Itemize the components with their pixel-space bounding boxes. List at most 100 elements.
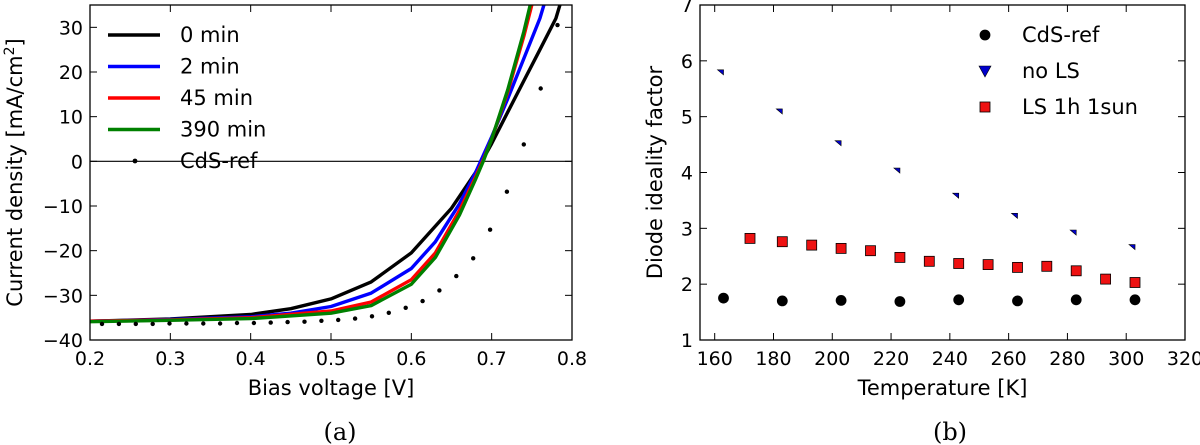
- point-ls-1h-1sun: [953, 258, 965, 269]
- x-tick-label: 0.2: [75, 348, 105, 370]
- legend-label: 0 min: [180, 23, 240, 47]
- x-axis-label: Bias voltage [V]: [248, 376, 415, 400]
- x-tick-label: 300: [1108, 348, 1144, 370]
- point-ls-1h-1sun: [744, 232, 756, 244]
- point-no-ls: [775, 108, 783, 115]
- panel-caption: (a): [323, 418, 356, 445]
- point-ls-1h-1sun: [776, 236, 788, 248]
- panel-caption: (b): [933, 418, 967, 445]
- plot-frame: [699, 4, 1186, 341]
- x-tick-label: 160: [697, 348, 733, 370]
- point-ls-1h-1sun: [865, 245, 876, 257]
- cds-ref-point: [184, 321, 189, 326]
- cds-ref-point: [555, 22, 560, 28]
- point-cds-ref: [835, 294, 847, 306]
- legend-label: 45 min: [180, 86, 253, 110]
- legend-label: 390 min: [180, 118, 266, 142]
- y-tick-label: 0: [71, 151, 83, 173]
- y-tick-label: 2: [681, 274, 693, 296]
- x-tick-label: 320: [1167, 348, 1200, 370]
- x-tick-label: 220: [873, 348, 909, 370]
- point-ls-1h-1sun: [1070, 265, 1082, 277]
- point-ls-1h-1sun: [835, 242, 847, 254]
- y-axis-label: Current density [mA/cm2]: [2, 38, 27, 306]
- cds-ref-point: [437, 288, 442, 293]
- plot-frame: [89, 4, 573, 341]
- point-cds-ref: [894, 296, 906, 307]
- y-tick-label: −40: [43, 330, 83, 352]
- point-no-ls: [951, 192, 960, 199]
- cds-ref-point: [420, 298, 425, 304]
- point-ls-1h-1sun: [1100, 273, 1111, 285]
- x-tick-label: 180: [755, 348, 791, 370]
- point-ls-1h-1sun: [923, 255, 935, 267]
- series-line-390-min: [90, 5, 532, 324]
- x-tick-label: 0.5: [316, 348, 346, 370]
- y-tick-label: 3: [681, 218, 693, 240]
- y-tick-label: −20: [43, 241, 83, 263]
- cds-ref-point: [336, 317, 341, 323]
- x-tick-label: 0.6: [396, 348, 426, 370]
- cds-ref-point: [403, 305, 408, 310]
- point-no-ls: [716, 69, 724, 76]
- point-cds-ref: [1012, 295, 1023, 307]
- y-tick-label: 10: [59, 107, 83, 129]
- legend-label: LS 1h 1sun: [1022, 95, 1138, 119]
- x-tick-label: 0.4: [236, 348, 266, 370]
- point-ls-1h-1sun: [1129, 277, 1141, 288]
- cds-ref-point: [319, 318, 324, 323]
- cds-ref-point: [386, 310, 391, 315]
- y-tick-label: 1: [681, 330, 693, 352]
- cds-ref-point: [521, 142, 526, 147]
- point-cds-ref: [1070, 294, 1082, 306]
- y-tick-label: 30: [59, 17, 83, 39]
- point-cds-ref: [1129, 294, 1141, 306]
- x-tick-label: 0.8: [557, 348, 587, 370]
- panel-a: 0.2 0.3 0.4 0.5 0.6 0.7 0.8 −40 −30 −20 −10 0 10 20 30…: [2, 4, 587, 445]
- legend-swatch: [978, 65, 992, 78]
- point-no-ls: [1128, 244, 1136, 251]
- cds-ref-point: [302, 319, 307, 324]
- cds-ref-point: [234, 320, 240, 326]
- point-cds-ref: [953, 294, 965, 306]
- y-tick-label: 20: [59, 62, 83, 84]
- cds-ref-point: [150, 321, 155, 327]
- x-tick-label: 240: [932, 348, 968, 370]
- x-tick-label: 0.7: [477, 348, 507, 370]
- series-line-0-min: [90, 5, 562, 323]
- cds-ref-point: [285, 319, 290, 325]
- series-line-45-min: [90, 5, 534, 323]
- cds-ref-point: [487, 227, 493, 232]
- x-tick-label: 200: [814, 348, 850, 370]
- legend-swatch: [979, 101, 991, 113]
- point-cds-ref: [776, 295, 788, 307]
- y-axis-label-end: ]: [3, 38, 27, 46]
- x-tick-label: 260: [991, 348, 1027, 370]
- y-tick-label: 6: [681, 51, 693, 73]
- legend-label: CdS-ref: [180, 149, 258, 173]
- point-ls-1h-1sun: [1012, 261, 1023, 273]
- x-tick-label: 280: [1049, 348, 1085, 370]
- cds-ref-point: [217, 321, 223, 326]
- y-tick-label: −30: [43, 285, 83, 307]
- legend-swatch: [979, 29, 991, 41]
- legend-b: CdS-ref no LS LS 1h 1sun: [978, 23, 1138, 119]
- legend-label: 2 min: [180, 55, 240, 79]
- cds-ref-point: [116, 321, 122, 327]
- point-ls-1h-1sun: [894, 251, 906, 263]
- point-ls-1h-1sun: [806, 239, 818, 251]
- series-line-2-min: [90, 5, 546, 323]
- cds-ref-point: [133, 321, 138, 327]
- point-no-ls: [893, 167, 901, 174]
- y-axis-label-main: Current density [mA/cm: [3, 55, 27, 306]
- legend-swatch: [132, 158, 138, 164]
- x-tick-label: 0.3: [155, 348, 185, 370]
- cds-ref-point: [471, 256, 476, 261]
- legend-label: no LS: [1022, 59, 1080, 83]
- cds-ref-point: [454, 273, 459, 279]
- y-tick-label: 4: [681, 163, 693, 185]
- point-no-ls: [1010, 213, 1018, 219]
- cds-ref-point: [538, 86, 543, 91]
- point-ls-1h-1sun: [982, 259, 994, 271]
